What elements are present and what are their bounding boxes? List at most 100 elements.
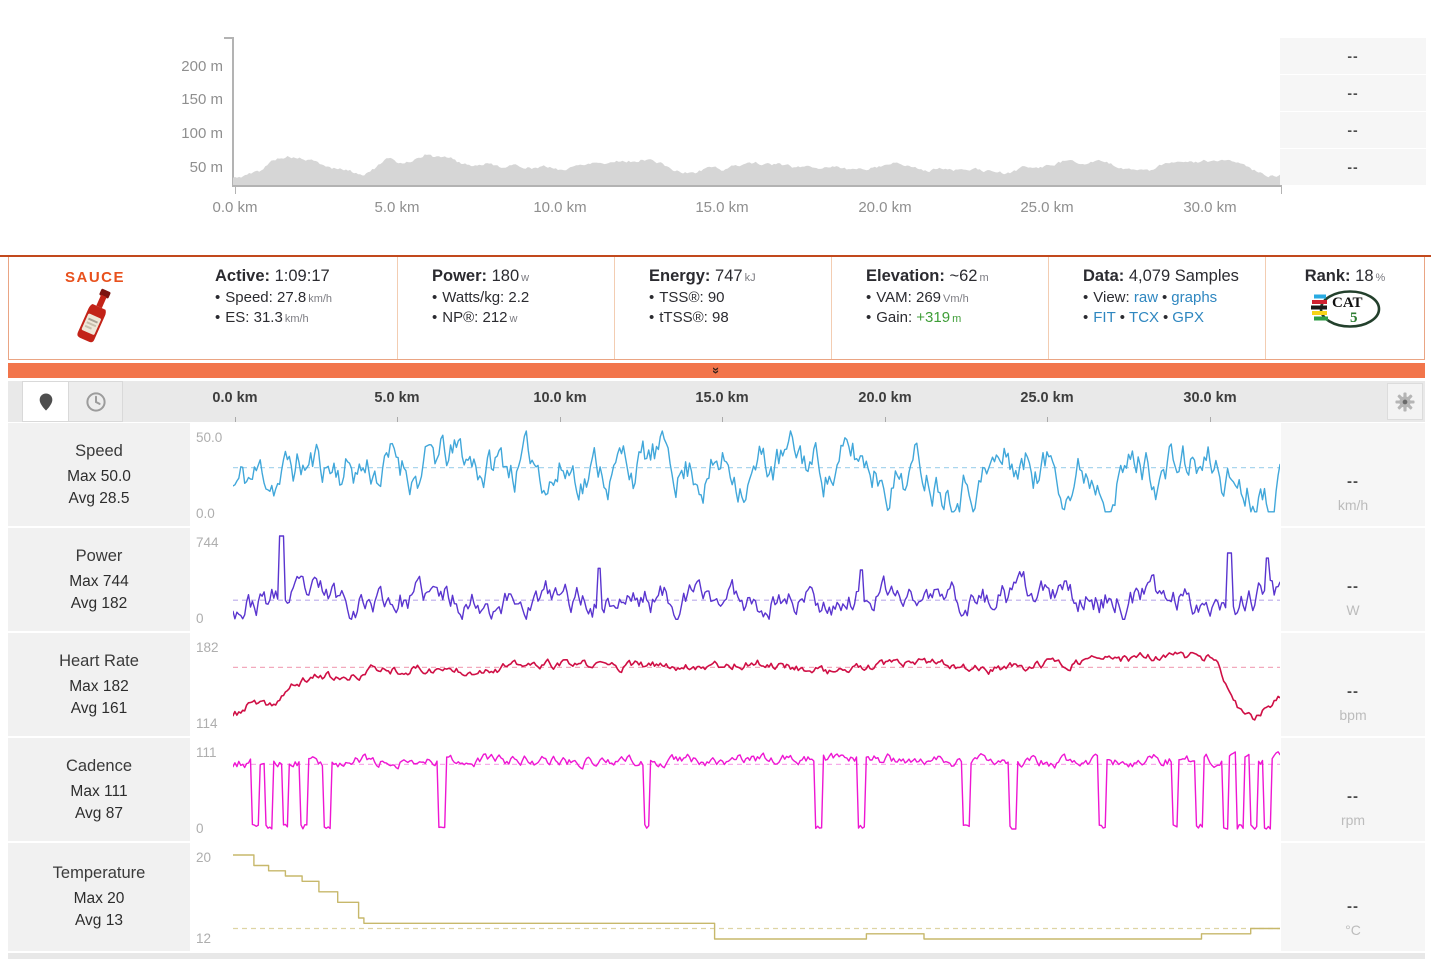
stat-item: • Speed: 27.8 km/h: [215, 289, 333, 306]
placeholder-row: --: [1280, 149, 1426, 185]
elev-x-tick: 0.0 km: [212, 199, 258, 216]
y-max-label: 744: [196, 535, 219, 550]
y-max-label: 50.0: [196, 430, 223, 445]
elev-axis-tick: [235, 187, 236, 194]
power-chart[interactable]: 744 0: [190, 528, 1281, 631]
cadence-chart[interactable]: 111 0: [190, 738, 1281, 841]
y-min-label: 114: [196, 716, 218, 731]
stat-title: Data: 4,079 Samples: [1083, 267, 1239, 285]
graph-x-tick: 15.0 km: [695, 390, 749, 406]
stat-group-active: Active: 1:09:17 • Speed: 27.8 km/h • ES: 31…: [181, 257, 398, 359]
row-max-label: Max 50.0: [67, 467, 131, 485]
power-line-chart: [233, 535, 1280, 621]
cat5-badge-icon: CAT 5: [1311, 290, 1381, 328]
elev-x-axis: [232, 185, 1282, 187]
graph-axis-tick: [1047, 417, 1048, 422]
elev-axis-tick: [1281, 187, 1282, 194]
svg-text:5: 5: [1350, 310, 1358, 326]
graph-axis-tick: [722, 417, 723, 422]
row-label-temperature: Temperature Max 20 Avg 13: [8, 843, 190, 951]
graph-axis-tick: [397, 417, 398, 422]
distance-axis-button[interactable]: [22, 381, 69, 422]
elev-x-tick: 30.0 km: [1183, 199, 1237, 216]
map-pin-icon: [39, 393, 52, 410]
speed-chart[interactable]: 50.0 0.0: [190, 423, 1281, 526]
elev-x-tick: 25.0 km: [1020, 199, 1074, 216]
graph-row-cadence: Cadence Max 111 Avg 87 111 0 -- rpm: [8, 738, 1425, 841]
elevation-area-chart[interactable]: [233, 35, 1281, 185]
svg-text:CAT: CAT: [1332, 295, 1363, 311]
graph-settings-button[interactable]: [1387, 383, 1423, 420]
stat-title: Power: 180 w: [432, 267, 530, 285]
unit-label: rpm: [1340, 812, 1366, 828]
row-label-heart-rate: Heart Rate Max 182 Avg 161: [8, 633, 190, 736]
graph-x-tick: 20.0 km: [858, 390, 912, 406]
row-title: Cadence: [65, 756, 133, 775]
stat-item: • NP®: 212 w: [432, 309, 518, 326]
gpx-export-link[interactable]: GPX: [1172, 309, 1204, 326]
row-max-label: Max 182: [69, 677, 129, 695]
cadence-line-chart: [233, 751, 1280, 830]
view-graphs-link[interactable]: graphs: [1171, 289, 1218, 306]
hover-value: --: [1347, 473, 1359, 490]
row-value-power: -- W: [1281, 528, 1425, 631]
summary-placeholder-rows: -- -- -- --: [1280, 38, 1426, 186]
speed-line-chart: [233, 430, 1280, 513]
row-label-speed: Speed Max 50.0 Avg 28.5: [8, 423, 190, 526]
y-max-label: 182: [196, 640, 219, 655]
row-label-power: Power Max 744 Avg 182: [8, 528, 190, 631]
graph-row-speed: Speed Max 50.0 Avg 28.5 50.0 0.0 -- km/h: [8, 423, 1425, 526]
temperature-line-chart: [233, 854, 1280, 940]
row-title: Heart Rate: [59, 651, 139, 670]
tcx-export-link[interactable]: TCX: [1129, 309, 1160, 326]
unit-label: km/h: [1337, 497, 1369, 513]
elev-axis-tick: [224, 37, 233, 39]
row-title: Speed: [75, 441, 123, 460]
y-min-label: 0: [196, 821, 204, 836]
row-avg-label: Avg 28.5: [68, 489, 130, 507]
elev-y-tick: 200 m: [181, 58, 223, 75]
orange-divider: [0, 255, 1431, 257]
elev-x-tick: 10.0 km: [533, 199, 587, 216]
row-avg-label: Avg 161: [70, 699, 128, 717]
temperature-chart[interactable]: 20 12: [190, 843, 1281, 951]
y-min-label: 12: [196, 931, 212, 946]
y-max-label: 111: [196, 745, 217, 760]
gear-icon: [1395, 391, 1415, 412]
collapse-analysis-bar[interactable]: »: [8, 363, 1425, 378]
graph-toolbar: 0.0 km 5.0 km 10.0 km 15.0 km 20.0 km 25…: [8, 381, 1425, 422]
graph-axis-tick: [1210, 417, 1211, 422]
y-min-label: 0.0: [196, 506, 215, 521]
stat-item-view: • View: raw • graphs: [1083, 289, 1218, 306]
elevation-profile-section: 200 m 150 m 100 m 50 m 0.0 km 5.0 km 10.…: [0, 0, 1431, 255]
unit-label: bpm: [1339, 707, 1367, 723]
clock-icon: [85, 391, 106, 412]
graph-x-tick: 0.0 km: [212, 390, 258, 406]
time-axis-button[interactable]: [69, 381, 123, 422]
stat-item-files: • FIT • TCX • GPX: [1083, 309, 1204, 326]
view-raw-link[interactable]: raw: [1133, 289, 1159, 306]
stat-title: Elevation: ~62 m: [866, 267, 989, 285]
sauce-brand-text: SAUCE: [64, 269, 125, 286]
stat-item: • Watts/kg: 2.2: [432, 289, 530, 306]
sauce-stats-panel: SAUCE Active: 1:09:17 • Speed: 27.8 km/h •…: [8, 257, 1425, 360]
placeholder-row: --: [1280, 38, 1426, 74]
graph-x-tick: 10.0 km: [533, 390, 587, 406]
row-value-heart-rate: -- bpm: [1281, 633, 1425, 736]
heart-rate-chart[interactable]: 182 114: [190, 633, 1281, 736]
bottom-strip: [8, 953, 1425, 959]
graph-x-tick: 25.0 km: [1020, 390, 1074, 406]
fit-export-link[interactable]: FIT: [1093, 309, 1116, 326]
graph-axis-tick: [235, 417, 236, 422]
row-avg-label: Avg 13: [75, 912, 123, 929]
row-avg-label: Avg 182: [70, 594, 128, 612]
hover-value: --: [1347, 898, 1359, 915]
elev-y-tick: 150 m: [181, 91, 223, 108]
graph-axis-tick: [560, 417, 561, 422]
graph-row-heart-rate: Heart Rate Max 182 Avg 161 182 114 -- bp…: [8, 633, 1425, 736]
stat-group-energy: Energy: 747 kJ • TSS®: 90 • tTSS®: 98: [615, 257, 832, 359]
stat-item: • VAM: 269 Vm/h: [866, 289, 969, 306]
heart-rate-line-chart: [233, 651, 1280, 721]
row-max-label: Max 20: [73, 890, 125, 907]
